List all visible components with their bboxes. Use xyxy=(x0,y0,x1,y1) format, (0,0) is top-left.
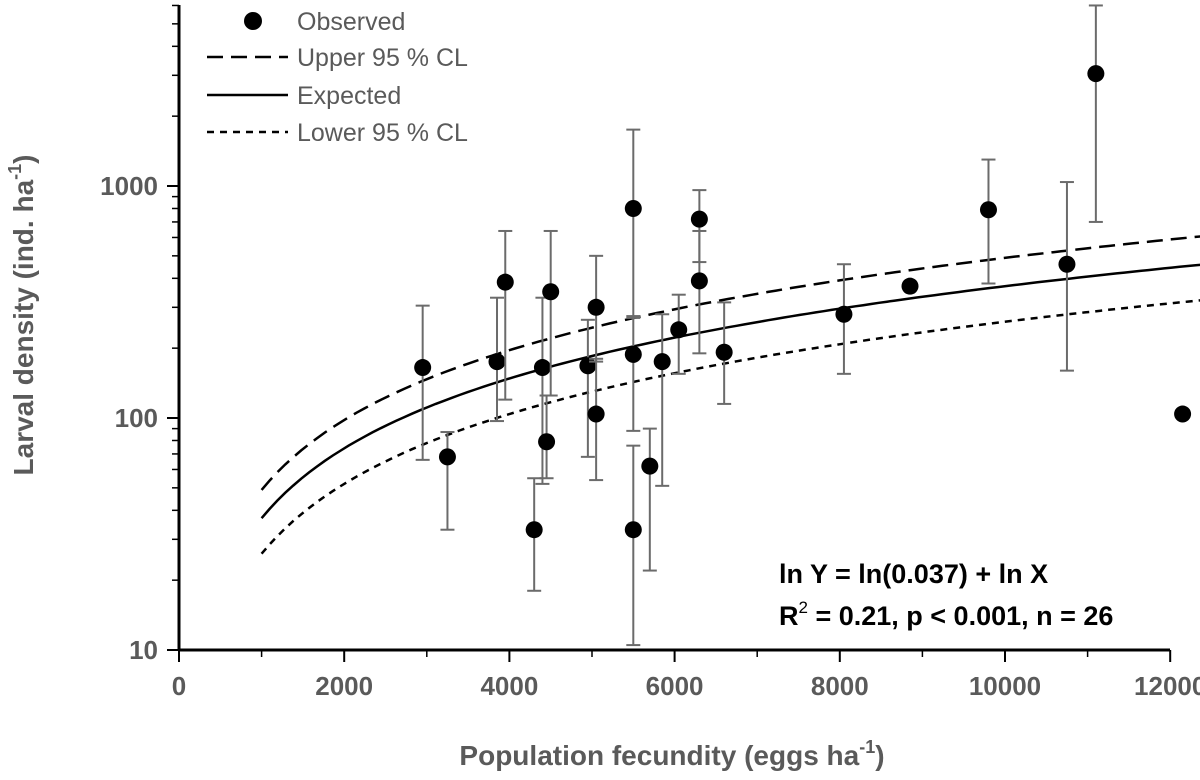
data-point xyxy=(1174,405,1192,423)
data-point xyxy=(488,353,506,371)
data-point xyxy=(670,321,688,339)
data-point xyxy=(533,359,551,377)
data-point xyxy=(587,298,605,316)
data-point xyxy=(1058,255,1076,273)
legend-label-lower: Lower 95 % CL xyxy=(297,119,468,147)
data-point xyxy=(641,457,659,475)
data-point xyxy=(653,353,671,371)
y-axis-title-sup: -1 xyxy=(5,164,25,180)
legend-marker-observed xyxy=(244,12,262,30)
data-point xyxy=(624,521,642,539)
y-axis-title: Larval density (ind. ha-1) xyxy=(5,155,39,476)
x-tick-label: 8000 xyxy=(811,671,869,701)
y-tick-label: 1000 xyxy=(100,171,158,201)
y-tick-label: 100 xyxy=(115,403,158,433)
x-tick-label: 2000 xyxy=(315,671,373,701)
x-tick-label: 4000 xyxy=(480,671,538,701)
x-axis-title-end: ) xyxy=(875,740,884,771)
data-point xyxy=(715,343,733,361)
x-tick-label: 6000 xyxy=(646,671,704,701)
curve-short-dash xyxy=(260,299,1200,555)
r2-superscript: 2 xyxy=(799,598,808,617)
x-axis-title-main: Population fecundity (eggs ha xyxy=(459,740,859,771)
data-point xyxy=(414,359,432,377)
data-point xyxy=(835,305,853,323)
curve-solid xyxy=(260,263,1200,520)
axis-ticks: 0 2000 4000 6000 8000 10000 12000 10 100 1000 xyxy=(100,4,1200,701)
data-point xyxy=(690,210,708,228)
data-point xyxy=(624,199,642,217)
regression-equation: ln Y = ln(0.037) + ln X xyxy=(779,559,1048,589)
legend: Observed Upper 95 % CL Expected Lower 95… xyxy=(207,8,468,147)
regression-curves xyxy=(260,235,1200,555)
x-axis-title: Population fecundity (eggs ha-1) xyxy=(459,737,884,771)
data-point xyxy=(525,521,543,539)
data-point xyxy=(438,448,456,466)
r2-prefix: R xyxy=(779,601,799,631)
data-point xyxy=(579,357,597,375)
curve-long-dash xyxy=(260,235,1200,491)
data-point xyxy=(690,272,708,290)
x-tick-label: 12000 xyxy=(1134,671,1200,701)
data-point xyxy=(901,277,919,295)
x-tick-label: 10000 xyxy=(969,671,1041,701)
legend-label-upper: Upper 95 % CL xyxy=(297,44,468,72)
data-points xyxy=(414,4,1192,647)
data-point xyxy=(624,345,642,363)
y-axis-title-end: ) xyxy=(8,155,39,164)
x-tick-label: 0 xyxy=(172,671,186,701)
data-point xyxy=(538,433,556,451)
r2-rest: = 0.21, p < 0.001, n = 26 xyxy=(808,601,1113,631)
data-point xyxy=(979,201,997,219)
data-point xyxy=(496,273,514,291)
data-point xyxy=(542,283,560,301)
y-axis-title-main: Larval density (ind. ha xyxy=(8,179,39,475)
x-axis-title-sup: -1 xyxy=(859,737,875,757)
data-point xyxy=(1087,65,1105,83)
data-point xyxy=(587,405,605,423)
legend-label-observed: Observed xyxy=(297,8,405,36)
y-tick-label: 10 xyxy=(129,635,158,665)
legend-label-expected: Expected xyxy=(297,82,401,110)
regression-stats: R2 = 0.21, p < 0.001, n = 26 xyxy=(779,598,1113,631)
